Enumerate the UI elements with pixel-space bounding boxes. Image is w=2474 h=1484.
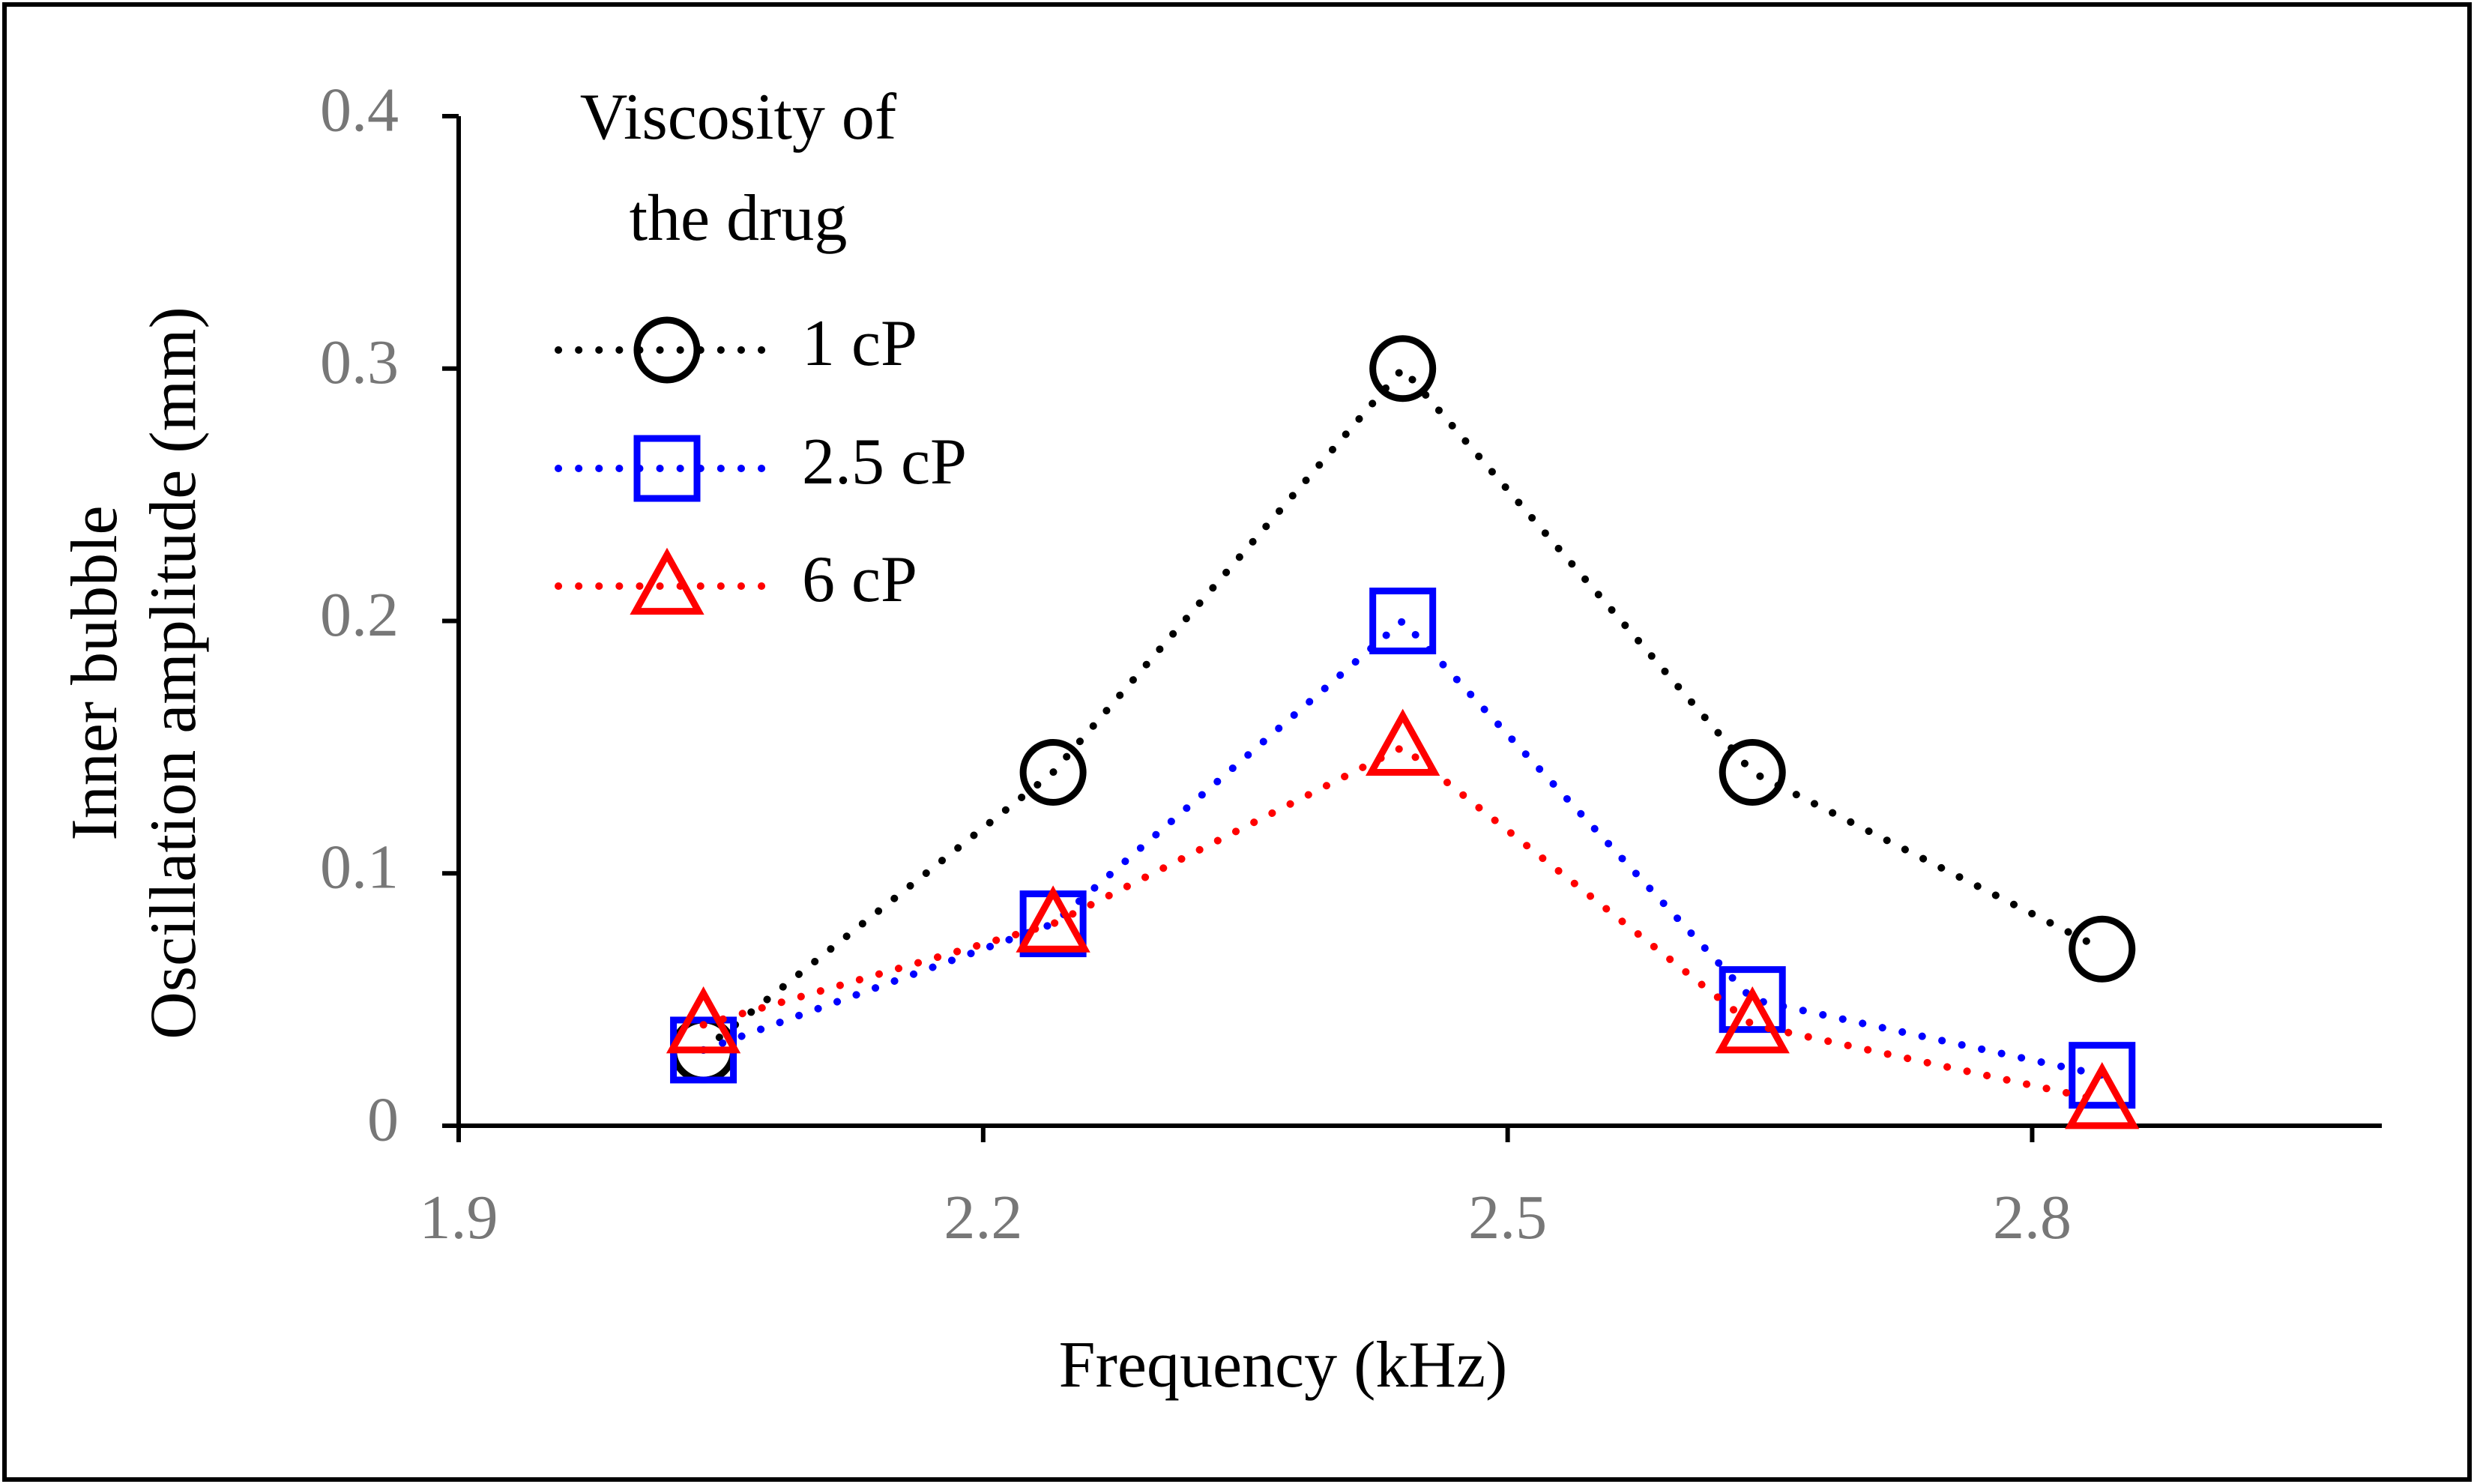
data-point-square bbox=[1369, 588, 1437, 654]
series-line-circle bbox=[699, 363, 2106, 1054]
x-tick-label: 1.9 bbox=[420, 1183, 498, 1252]
legend-marker bbox=[633, 316, 701, 384]
x-axis-title: Frequency (kHz) bbox=[1059, 1329, 1508, 1402]
legend-marker bbox=[633, 435, 701, 502]
data-point-circle bbox=[1719, 739, 1786, 806]
x-tick-label: 2.2 bbox=[944, 1183, 1022, 1252]
data-point-square bbox=[2069, 1042, 2136, 1109]
y-tick-label: 0.4 bbox=[320, 75, 399, 145]
legend-label: 2.5 cP bbox=[802, 426, 967, 498]
data-point-square bbox=[1719, 966, 1786, 1034]
legend-title-line-1: Viscosity of bbox=[580, 81, 897, 154]
legend: Viscosity of the drug 1 cP 2.5 cP 6 cP bbox=[555, 81, 967, 616]
axes: 0 0.1 0.2 0.3 0.4 1.9 2.2 2.5 2.8 bbox=[320, 75, 2382, 1252]
data-point-triangle bbox=[666, 986, 741, 1054]
y-tick-label: 0.2 bbox=[320, 580, 399, 650]
y-axis-title-line-1: Inner bubble bbox=[58, 505, 131, 840]
legend-label: 1 cP bbox=[802, 307, 917, 380]
data-point-circle bbox=[2069, 915, 2136, 983]
legend-title-line-2: the drug bbox=[630, 182, 848, 255]
x-tick-label: 2.5 bbox=[1468, 1183, 1547, 1252]
series-line-square bbox=[699, 615, 2106, 1079]
y-tick-label: 0 bbox=[367, 1085, 399, 1154]
legend-entry-triangle: 6 cP bbox=[555, 543, 917, 616]
y-axis-title: Inner bubble Oscillation amplitude (mm) bbox=[58, 307, 210, 1040]
data-point-circle bbox=[1369, 335, 1437, 402]
legend-marker bbox=[630, 547, 705, 615]
x-tick-label: 2.8 bbox=[1993, 1183, 2072, 1252]
legend-entry-circle: 1 cP bbox=[555, 307, 917, 384]
series-layer bbox=[666, 335, 2140, 1129]
data-point-triangle bbox=[2065, 1062, 2140, 1129]
legend-label: 6 cP bbox=[802, 543, 917, 616]
series-line-triangle bbox=[699, 742, 2106, 1105]
y-tick-label: 0.1 bbox=[320, 833, 399, 902]
data-point-circle bbox=[1019, 739, 1087, 806]
y-axis-title-line-2: Oscillation amplitude (mm) bbox=[137, 307, 210, 1040]
data-point-triangle bbox=[1366, 708, 1440, 776]
data-point-triangle bbox=[1715, 986, 1790, 1054]
legend-entries: 1 cP 2.5 cP 6 cP bbox=[555, 307, 967, 616]
series-triangle bbox=[666, 708, 2140, 1129]
data-point-triangle bbox=[1016, 885, 1090, 953]
legend-entry-square: 2.5 cP bbox=[555, 426, 967, 502]
y-tick-label: 0.3 bbox=[320, 328, 399, 397]
